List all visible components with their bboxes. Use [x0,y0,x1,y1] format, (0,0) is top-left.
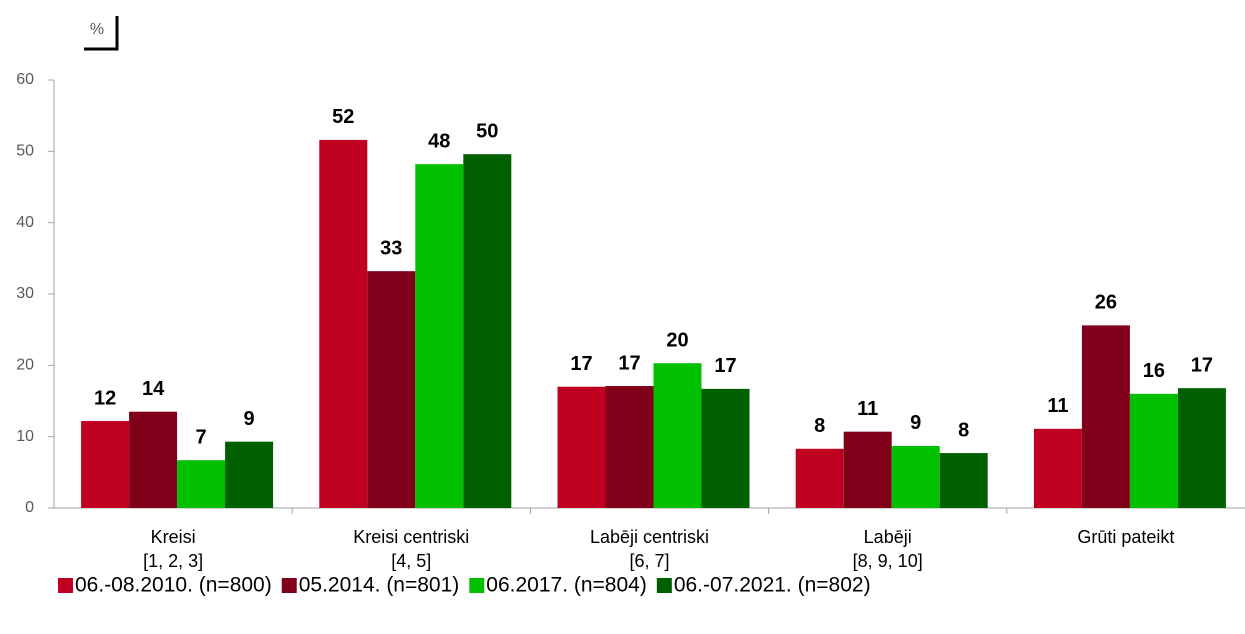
value-label: 50 [476,120,498,142]
y-label-bracket [84,16,119,51]
bar [701,388,750,508]
bar [177,460,226,508]
bar [891,445,940,508]
value-label: 33 [380,237,402,259]
value-label: 8 [814,415,825,437]
x-tick-label: Grūti pateikt [1077,527,1174,547]
legend-swatch [656,578,672,593]
y-tick-label: 60 [16,71,34,88]
value-label: 14 [142,378,165,400]
value-label: 17 [618,352,640,374]
bar [1129,393,1178,508]
x-tick-label: [8, 9, 10] [853,551,923,571]
bar [1177,388,1226,508]
legend-swatch [58,578,73,593]
bar [557,386,606,508]
y-axis-label: % [90,21,104,38]
value-label: 20 [666,329,688,351]
legend-label: 05.2014. (n=801) [299,574,460,597]
bar [795,448,844,508]
value-label: 8 [958,419,969,441]
bar [319,139,368,509]
bar [367,271,416,508]
x-tick-label: [6, 7] [629,551,669,571]
bar [1081,325,1130,508]
value-label: 11 [857,398,878,420]
x-tick-label: Labēji [864,527,912,547]
x-tick-label: [4, 5] [391,551,431,571]
bar [129,411,178,508]
value-label: 11 [1047,395,1068,417]
bar [463,154,512,509]
value-label: 17 [714,355,736,377]
value-label: 9 [244,408,255,430]
legend-swatch [469,578,485,593]
value-label: 26 [1095,292,1117,314]
y-tick-label: 40 [16,214,34,231]
value-label: 17 [570,353,592,375]
x-tick-label: Labēji centriski [590,527,709,547]
bar [81,420,130,508]
y-tick-label: 0 [25,499,34,516]
bar [415,164,464,508]
y-tick-label: 30 [16,285,34,302]
bar [939,453,988,508]
value-label: 16 [1143,360,1165,382]
value-label: 48 [428,130,450,152]
value-label: 12 [94,387,116,409]
bar [653,363,702,508]
bar [843,431,892,508]
legend-swatch [281,578,297,593]
value-label: 7 [196,426,207,448]
value-label: 17 [1191,354,1213,376]
x-tick-label: [1, 2, 3] [143,551,203,571]
legend-label: 06.2017. (n=804) [486,574,647,597]
value-label: 52 [332,106,354,128]
y-tick-label: 10 [16,428,34,445]
bar [225,441,274,508]
x-tick-label: Kreisi centriski [353,527,469,547]
bar [1033,428,1082,508]
bar [605,386,654,508]
legend-label: 06.-07.2021. (n=802) [674,574,871,597]
legend-label: 06.-08.2010. (n=800) [75,574,272,597]
value-label: 9 [910,412,921,434]
y-tick-label: 50 [16,143,34,160]
y-tick-label: 20 [16,357,34,374]
x-tick-label: Kreisi [151,527,196,547]
